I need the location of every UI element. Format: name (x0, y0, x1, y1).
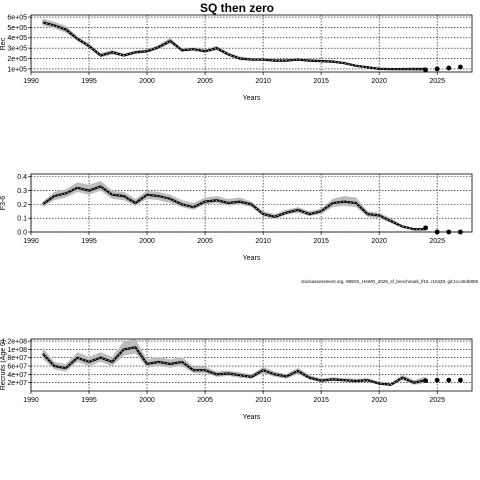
x-tick-label: 2000 (139, 397, 155, 404)
y-tick-label: 6e+05 (7, 14, 27, 21)
projection-point (446, 65, 452, 71)
x-tick-label: 1990 (23, 78, 39, 85)
y-tick-label: 0.1 (17, 216, 27, 223)
estimate-line (41, 185, 426, 231)
x-tick-label: 1995 (81, 78, 97, 85)
x-tick-label: 2015 (313, 397, 329, 404)
x-tick-label: 1995 (81, 397, 97, 404)
panel-catch: 1990 1995 2000 2005 2010 2015 2020 2025 1e+05 2e+… (0, 14, 473, 102)
projection-point (434, 66, 440, 72)
confidence-band (42, 180, 426, 230)
x-tick-label: 1990 (23, 397, 39, 404)
plot-frame (30, 338, 473, 392)
figure-title: SQ then zero (200, 1, 274, 15)
projection-point (457, 377, 463, 383)
y-tick-label: 0.3 (17, 188, 27, 195)
x-tick-label: 2010 (255, 238, 271, 245)
y-axis-label: F3-6 (0, 196, 7, 211)
y-tick-label: 5e+05 (7, 25, 27, 32)
x-tick-label: 2025 (429, 78, 445, 85)
projection-point (446, 377, 452, 383)
x-tick-label: 2010 (255, 78, 271, 85)
y-tick-label: 2e+07 (7, 380, 27, 387)
y-axis-label: Recruits (Age 0) (0, 340, 7, 391)
y-tick-label: 4e+05 (7, 35, 27, 42)
x-tick-label: 2020 (371, 238, 387, 245)
estimate-line-dashes (42, 21, 426, 70)
x-tick-label: 2015 (313, 78, 329, 85)
x-tick-label: 2000 (139, 238, 155, 245)
x-axis-label: Years (243, 95, 261, 102)
x-tick-label: 2020 (371, 78, 387, 85)
y-tick-label: 4e+07 (7, 372, 27, 379)
x-tick-label: 2000 (139, 78, 155, 85)
panel-recruitment: 1990 1995 2000 2005 2010 2015 2020 2025 2e+074e+… (0, 338, 473, 421)
y-tick-label: 8e+07 (7, 355, 27, 362)
projection-point (423, 225, 428, 231)
x-tick-label: 2005 (197, 78, 213, 85)
x-axis-label: Years (243, 255, 261, 262)
x-tick-label: 2005 (197, 397, 213, 404)
y-tick-label: 0.0 (17, 229, 27, 236)
x-tick-label: 2025 (429, 238, 445, 245)
panel-fishing-mortality: 1990 1995 2000 2005 2010 2015 2020 2025 0.0 0.1 0.… (0, 173, 473, 262)
projection-point (457, 64, 463, 70)
confidence-band (42, 18, 426, 71)
projection-point (423, 67, 428, 73)
y-tick-label: 1e+05 (7, 66, 27, 73)
estimate-line-dashes (42, 346, 426, 386)
y-tick-label: 0.4 (17, 174, 27, 181)
x-tick-label: 2015 (313, 238, 329, 245)
y-tick-label: 6e+07 (7, 363, 27, 370)
x-tick-label: 2005 (197, 238, 213, 245)
footnote-source: stockassessment.org, WBSS_HAWG_2025_sf_b… (301, 279, 478, 284)
estimate-line (42, 21, 426, 71)
projection-point (434, 377, 440, 383)
projection-point (423, 378, 428, 383)
x-tick-label: 2020 (371, 397, 387, 404)
y-tick-label: 0.2 (17, 202, 27, 209)
y-axis-label: Rec (0, 37, 7, 50)
x-axis-label: Years (243, 414, 261, 421)
x-tick-label: 1990 (23, 238, 39, 245)
plot-frame (30, 173, 473, 233)
x-tick-label: 2010 (255, 397, 271, 404)
x-tick-label: 1995 (81, 238, 97, 245)
estimate-line-dashes (42, 186, 426, 230)
y-tick-label: 1e+08 (7, 347, 27, 354)
y-tick-label: 2e+05 (7, 56, 27, 63)
x-tick-label: 2025 (429, 397, 445, 404)
y-tick-label: 1.2e+08 (2, 338, 28, 345)
y-tick-label: 3e+05 (7, 46, 27, 53)
confidence-band (42, 339, 426, 387)
plot-frame (30, 14, 473, 73)
